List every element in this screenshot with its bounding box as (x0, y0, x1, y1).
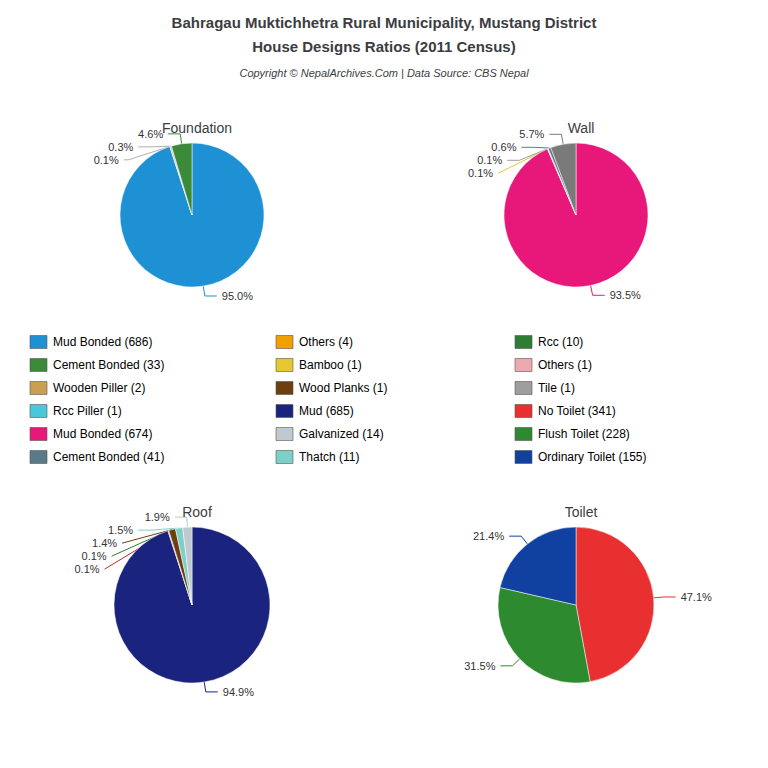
svg-text:Bahragau Muktichhetra Rural Mu: Bahragau Muktichhetra Rural Municipality… (172, 14, 597, 31)
svg-text:Mud Bonded (674): Mud Bonded (674) (53, 427, 152, 441)
svg-text:0.1%: 0.1% (477, 154, 502, 166)
svg-text:Galvanized (14): Galvanized (14) (299, 427, 384, 441)
svg-text:0.1%: 0.1% (82, 550, 107, 562)
svg-text:Wood Planks (1): Wood Planks (1) (299, 381, 387, 395)
svg-text:Wooden Piller (2): Wooden Piller (2) (53, 381, 145, 395)
svg-text:No Toilet (341): No Toilet (341) (538, 404, 616, 418)
svg-text:Others (4): Others (4) (299, 335, 353, 349)
svg-text:95.0%: 95.0% (222, 290, 253, 302)
svg-text:Flush Toilet (228): Flush Toilet (228) (538, 427, 630, 441)
svg-text:Bamboo (1): Bamboo (1) (299, 358, 362, 372)
svg-text:Foundation: Foundation (162, 120, 232, 136)
svg-text:Rcc Piller (1): Rcc Piller (1) (53, 404, 122, 418)
svg-text:Roof: Roof (182, 504, 212, 520)
svg-text:1.9%: 1.9% (145, 511, 170, 523)
svg-text:Ordinary Toilet (155): Ordinary Toilet (155) (538, 450, 647, 464)
svg-text:0.1%: 0.1% (468, 167, 493, 179)
svg-text:Cement Bonded (33): Cement Bonded (33) (53, 358, 164, 372)
svg-text:93.5%: 93.5% (610, 289, 641, 301)
svg-text:Thatch (11): Thatch (11) (299, 450, 359, 464)
svg-text:1.4%: 1.4% (92, 537, 117, 549)
svg-text:Copyright © NepalArchives.Com: Copyright © NepalArchives.Com | Data Sou… (239, 67, 529, 79)
svg-text:1.5%: 1.5% (108, 524, 133, 536)
svg-text:0.6%: 0.6% (491, 141, 516, 153)
svg-text:Rcc (10): Rcc (10) (538, 335, 583, 349)
svg-text:Mud (685): Mud (685) (299, 404, 354, 418)
svg-text:47.1%: 47.1% (681, 591, 712, 603)
svg-text:Others (1): Others (1) (538, 358, 592, 372)
svg-text:21.4%: 21.4% (473, 530, 504, 542)
svg-text:31.5%: 31.5% (464, 660, 495, 672)
svg-text:Tile (1): Tile (1) (538, 381, 575, 395)
svg-text:0.3%: 0.3% (108, 141, 133, 153)
svg-text:House Designs Ratios (2011 Cen: House Designs Ratios (2011 Census) (252, 38, 515, 55)
svg-text:4.6%: 4.6% (138, 128, 163, 140)
svg-text:Toilet: Toilet (565, 504, 598, 520)
svg-text:Mud Bonded (686): Mud Bonded (686) (53, 335, 152, 349)
svg-text:Cement Bonded (41): Cement Bonded (41) (53, 450, 164, 464)
svg-text:Wall: Wall (568, 120, 595, 136)
svg-text:0.1%: 0.1% (74, 563, 99, 575)
svg-text:0.1%: 0.1% (94, 154, 119, 166)
svg-text:94.9%: 94.9% (223, 686, 254, 698)
svg-text:5.7%: 5.7% (519, 128, 544, 140)
